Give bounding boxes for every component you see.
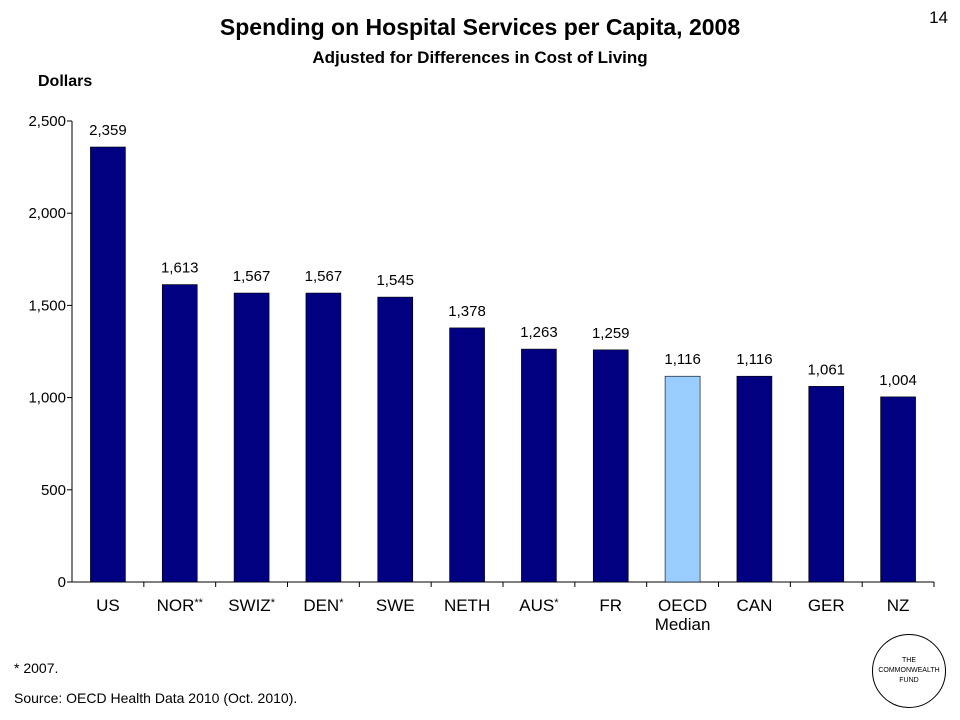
bar [880,396,916,583]
data-label: 1,378 [448,303,486,320]
data-label: 2,359 [89,122,127,139]
logo-line: THE [902,657,916,664]
category-label: DEN* [303,596,344,615]
bar [736,375,773,583]
y-tick-label: 2,500 [28,113,66,130]
data-label: 1,567 [233,268,271,285]
logo-line: COMMONWEALTH [878,667,940,674]
y-tick-label: 0 [58,574,66,591]
bar [161,284,198,583]
data-label: 1,259 [592,325,630,342]
category-label: US [96,596,120,615]
category-label-second-line: Median [655,615,711,634]
data-label: 1,263 [520,324,558,341]
bar [90,146,126,583]
y-tick-label: 1,000 [28,390,66,407]
source-note: Source: OECD Health Data 2010 (Oct. 2010… [14,690,298,706]
data-label: 1,116 [664,351,700,368]
data-label: 1,061 [807,361,845,378]
data-label: 1,567 [305,268,343,285]
y-tick-label: 2,000 [28,205,66,222]
footnote: * 2007. [14,660,59,676]
bar [808,386,845,583]
category-label: OECD [658,596,707,615]
data-label: 1,004 [879,372,917,389]
chart-title: Spending on Hospital Services per Capita… [219,14,741,40]
chart-subtitle: Adjusted for Differences in Cost of Livi… [312,48,648,67]
data-label: 1,545 [376,272,414,289]
bar-chart: 0 500 1,000 1,500 2,000 2,500 2,359 US 1,613 NOR*… [28,113,935,634]
y-tick-label: 1,500 [28,297,66,314]
bar [521,348,557,583]
bar [305,292,342,583]
category-label: SWE [376,596,415,615]
bar [449,327,485,583]
y-tick-label: 500 [41,482,66,499]
category-label: GER [808,596,845,615]
category-label: NZ [887,596,910,615]
category-label: AUS* [519,596,559,615]
y-axis-label: Dollars [38,73,93,90]
logo-line: FUND [899,677,919,684]
data-label: 1,116 [736,351,772,368]
category-label: FR [599,596,622,615]
category-label: SWIZ* [228,596,275,615]
bar [592,349,629,583]
category-label: NOR** [157,596,204,615]
data-label: 1,613 [161,260,199,277]
bar [377,296,414,583]
bar [233,292,270,583]
category-label: CAN [736,596,772,615]
commonwealth-fund-logo: THE COMMONWEALTH FUND [872,634,946,708]
page-number: 14 [929,8,948,27]
category-label: NETH [444,596,490,615]
bar [664,375,701,583]
